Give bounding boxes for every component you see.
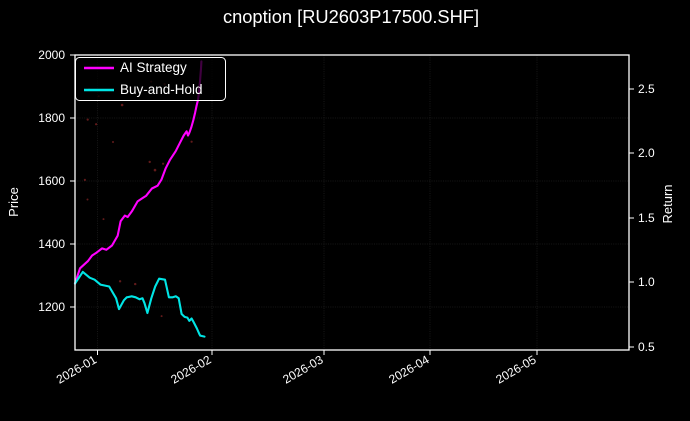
svg-text:1200: 1200 [38,300,65,314]
svg-text:2.5: 2.5 [638,82,655,96]
svg-text:2.0: 2.0 [638,146,655,160]
svg-text:1800: 1800 [38,111,65,125]
svg-text:0.5: 0.5 [638,340,655,354]
svg-text:1.0: 1.0 [638,275,655,289]
svg-text:cnoption [RU2603P17500.SHF]: cnoption [RU2603P17500.SHF] [223,6,479,27]
svg-text:1.5: 1.5 [638,211,655,225]
svg-text:1600: 1600 [38,174,65,188]
svg-text:AI Strategy: AI Strategy [120,60,187,75]
svg-text:Price: Price [6,187,21,217]
svg-text:2000: 2000 [38,48,65,62]
svg-text:Return: Return [660,184,675,223]
svg-text:Buy-and-Hold: Buy-and-Hold [120,82,203,97]
svg-text:1400: 1400 [38,237,65,251]
